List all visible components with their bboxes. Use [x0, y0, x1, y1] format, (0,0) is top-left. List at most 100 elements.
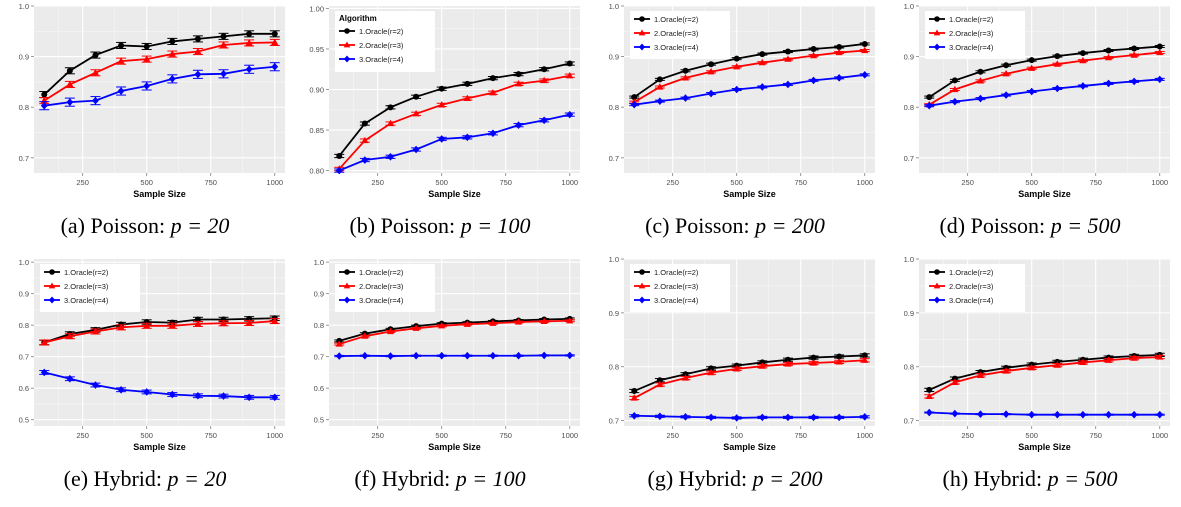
y-tick-label: 0.6: [314, 384, 324, 393]
chart-svg: 0.7 0.8 0.9 1.0 250 500 750 1000 Sample Size 1.Or…: [904, 255, 1170, 452]
data-point: [66, 67, 73, 74]
data-point: [1002, 91, 1010, 99]
data-point: [926, 94, 933, 101]
data-point: [66, 332, 74, 339]
data-point: [1002, 410, 1010, 418]
data-point: [91, 69, 100, 76]
y-tick-label: 0.85: [309, 126, 324, 135]
caption-text: (d) Poisson:: [939, 213, 1051, 238]
caption-text: (b) Poisson:: [349, 213, 461, 238]
chart-panel: 0.7 0.8 0.9 1.0 250 500 750 1000 Sample Size 1.Or…: [590, 253, 880, 506]
x-tick-label: 250: [371, 431, 384, 440]
data-point: [386, 119, 395, 127]
data-point: [836, 353, 843, 360]
y-tick-label: 1.0: [314, 258, 324, 267]
chart-svg: 0.7 0.8 0.9 1.0 250 500 750 1000 Sample Size 1.Or…: [609, 255, 875, 452]
legend-key-marker: [638, 282, 646, 289]
data-point: [118, 42, 125, 49]
series-line: [338, 62, 570, 157]
chart-panel: 0.7 0.8 0.9 1.0 250 500 750 1000 Sample Size 1.Or…: [885, 253, 1175, 506]
data-point: [271, 62, 279, 71]
y-tick-label: 0.9: [19, 53, 29, 62]
y-tick-label: 1.0: [609, 255, 619, 264]
data-point: [1104, 53, 1113, 61]
legend-label: 2.Oracle(r=3): [654, 282, 699, 291]
chart-svg: 0.5 0.6 0.7 0.8 0.9 1.0 250 500 750 1000 Sample Si…: [314, 258, 580, 452]
legend-key-marker: [933, 29, 941, 36]
data-point: [143, 43, 150, 50]
legend-label: 2.Oracle(r=3): [359, 282, 404, 291]
data-point: [245, 393, 253, 402]
data-point: [733, 62, 741, 70]
series-line: [928, 353, 1160, 391]
data-point: [219, 41, 228, 48]
legend-box: [335, 11, 435, 72]
data-point: [861, 352, 868, 359]
data-point: [977, 68, 984, 75]
data-point: [271, 38, 279, 46]
data-point: [335, 166, 343, 175]
data-point: [92, 52, 99, 59]
data-point: [168, 50, 176, 57]
data-point: [335, 352, 343, 360]
data-point: [438, 85, 445, 92]
x-tick-label: 750: [794, 431, 807, 440]
data-point: [1156, 48, 1164, 56]
data-point: [463, 351, 471, 360]
data-point: [951, 97, 959, 106]
legend-label: 3.Oracle(r=4): [359, 55, 404, 64]
legend-label: 2.Oracle(r=3): [64, 282, 109, 291]
data-point: [40, 338, 48, 346]
data-point: [810, 76, 817, 85]
series-line: [928, 51, 1160, 106]
legend-label: 2.Oracle(r=3): [654, 29, 699, 38]
data-point: [271, 30, 278, 37]
y-tick-label: 0.7: [314, 353, 324, 362]
y-tick-label: 1.0: [904, 2, 914, 11]
data-point: [387, 352, 394, 360]
data-point: [361, 351, 369, 360]
data-point: [925, 392, 933, 399]
data-point: [117, 385, 125, 394]
panel-caption: (a) Poisson: p = 20: [0, 213, 290, 239]
x-tick-label: 500: [1025, 431, 1038, 440]
data-point: [733, 85, 741, 94]
x-axis-label: Sample Size: [723, 442, 776, 452]
data-point: [1053, 60, 1061, 67]
legend-key-marker: [639, 16, 645, 22]
y-tick-label: 0.8: [609, 363, 619, 372]
legend-label: 2.Oracle(r=3): [949, 282, 994, 291]
y-tick-label: 0.7: [609, 154, 619, 163]
legend-key-marker: [934, 16, 940, 22]
data-point: [463, 133, 471, 142]
data-point: [220, 70, 227, 78]
y-tick-label: 1.0: [904, 255, 914, 264]
data-point: [656, 377, 663, 384]
y-tick-label: 0.9: [904, 309, 914, 318]
data-point: [271, 393, 279, 402]
caption-math: p = 200: [755, 213, 825, 238]
data-point: [1002, 367, 1010, 374]
data-point: [1028, 364, 1036, 371]
data-point: [733, 55, 740, 62]
data-point: [656, 83, 664, 90]
data-point: [1054, 53, 1061, 60]
data-point: [361, 156, 369, 164]
data-point: [515, 121, 522, 129]
data-point: [707, 67, 715, 75]
x-tick-label: 500: [730, 431, 743, 440]
y-tick-label: 0.9: [314, 290, 324, 299]
y-tick-label: 0.80: [309, 167, 324, 176]
legend-key-marker: [343, 55, 351, 63]
legend-label: 1.Oracle(r=2): [654, 268, 699, 277]
x-tick-label: 250: [666, 431, 679, 440]
data-point: [412, 324, 420, 331]
data-point: [1028, 64, 1036, 71]
data-point: [387, 152, 394, 161]
data-point: [733, 414, 741, 422]
data-point: [489, 75, 496, 82]
data-point: [1104, 356, 1113, 363]
panel-caption: (g) Hybrid: p = 200: [590, 466, 880, 492]
y-tick-label: 0.8: [904, 103, 914, 112]
x-tick-label: 500: [140, 178, 153, 187]
